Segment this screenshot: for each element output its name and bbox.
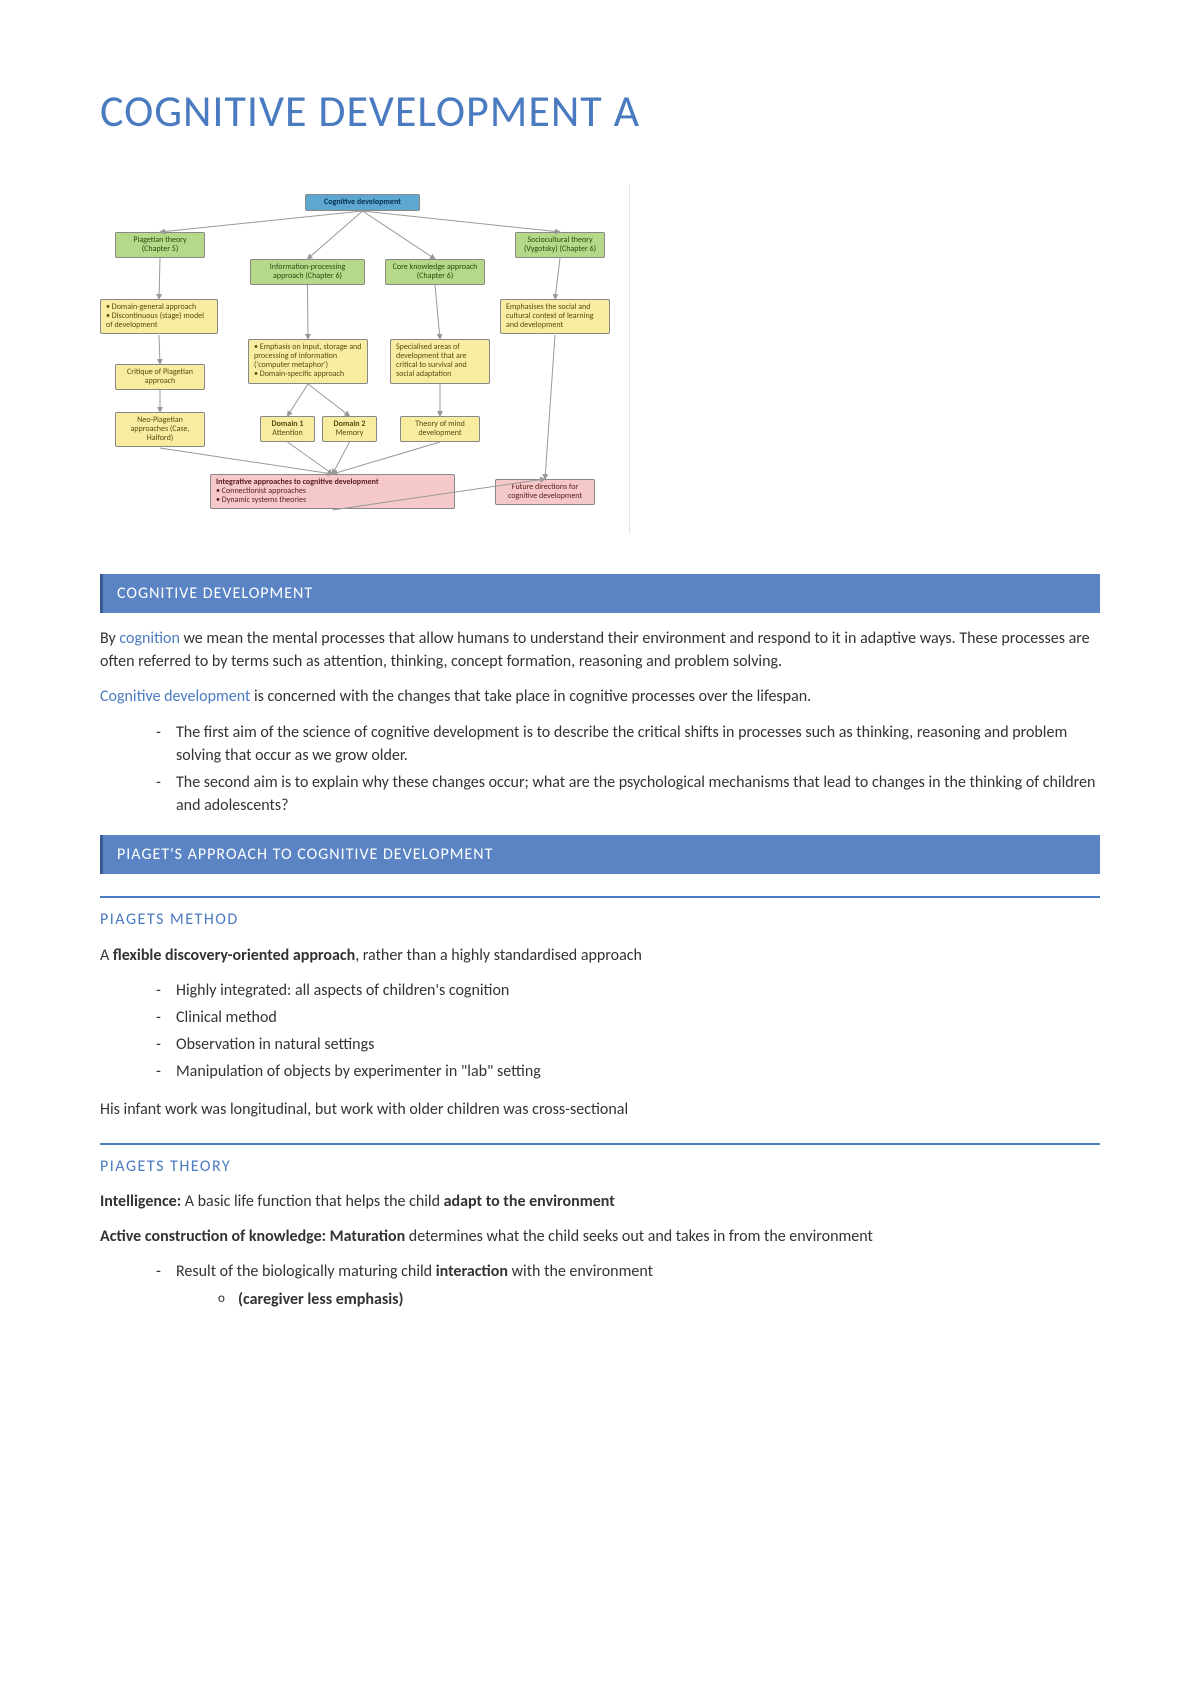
divider — [100, 896, 1100, 898]
concept-diagram: Cognitive developmentPiagetian theory (C… — [100, 184, 630, 534]
text: determines what the child seeks out and … — [405, 1227, 873, 1246]
list-item: The first aim of the science of cognitiv… — [156, 721, 1100, 767]
section-banner-cogdev: COGNITIVE DEVELOPMENT — [100, 574, 1100, 613]
text: is concerned with the changes that take … — [250, 687, 811, 706]
theory-paragraph-2: Active construction of knowledge: Matura… — [100, 1225, 1100, 1248]
text: A — [100, 946, 113, 965]
theory-paragraph-1: Intelligence: A basic life function that… — [100, 1190, 1100, 1213]
text: , rather than a highly standardised appr… — [355, 946, 642, 965]
cogdev-paragraph-1: By cognition we mean the mental processe… — [100, 627, 1100, 673]
text: with the environment — [508, 1262, 653, 1281]
bold-text: flexible discovery-oriented approach — [113, 946, 355, 965]
text: A basic life function that helps the chi… — [181, 1192, 444, 1211]
list-item: Result of the biologically maturing chil… — [156, 1260, 1100, 1310]
theory-bullet-list: Result of the biologically maturing chil… — [100, 1260, 1100, 1310]
bold-text: (caregiver less emphasis) — [238, 1290, 404, 1309]
list-item: Manipulation of objects by experimenter … — [156, 1060, 1100, 1083]
bold-text: Intelligence: — [100, 1192, 181, 1211]
diagram-edges — [100, 194, 610, 524]
section-banner-piaget: PIAGET'S APPROACH TO COGNITIVE DEVELOPME… — [100, 835, 1100, 874]
text: By — [100, 629, 119, 648]
list-item: Highly integrated: all aspects of childr… — [156, 979, 1100, 1002]
bold-text: Active construction of knowledge: Matura… — [100, 1227, 405, 1246]
list-item: Clinical method — [156, 1006, 1100, 1029]
term-cognitive-development: Cognitive development — [100, 687, 250, 706]
sub-list: (caregiver less emphasis) — [176, 1288, 1100, 1311]
term-cognition: cognition — [119, 629, 179, 648]
subheading-theory: PIAGETS THEORY — [100, 1155, 1100, 1178]
bold-text: adapt to the environment — [444, 1192, 615, 1211]
bold-text: interaction — [436, 1262, 508, 1281]
cogdev-bullet-list: The first aim of the science of cognitiv… — [100, 721, 1100, 818]
method-paragraph-1: A flexible discovery-oriented approach, … — [100, 944, 1100, 967]
divider — [100, 1143, 1100, 1145]
method-paragraph-2: His infant work was longitudinal, but wo… — [100, 1098, 1100, 1121]
text: Result of the biologically maturing chil… — [176, 1262, 436, 1281]
list-item: (caregiver less emphasis) — [218, 1288, 1100, 1311]
text: we mean the mental processes that allow … — [100, 629, 1090, 671]
subheading-method: PIAGETS METHOD — [100, 908, 1100, 931]
cogdev-paragraph-2: Cognitive development is concerned with … — [100, 685, 1100, 708]
list-item: The second aim is to explain why these c… — [156, 771, 1100, 817]
page-title: COGNITIVE DEVELOPMENT A — [100, 80, 1100, 144]
method-bullet-list: Highly integrated: all aspects of childr… — [100, 979, 1100, 1084]
list-item: Observation in natural settings — [156, 1033, 1100, 1056]
